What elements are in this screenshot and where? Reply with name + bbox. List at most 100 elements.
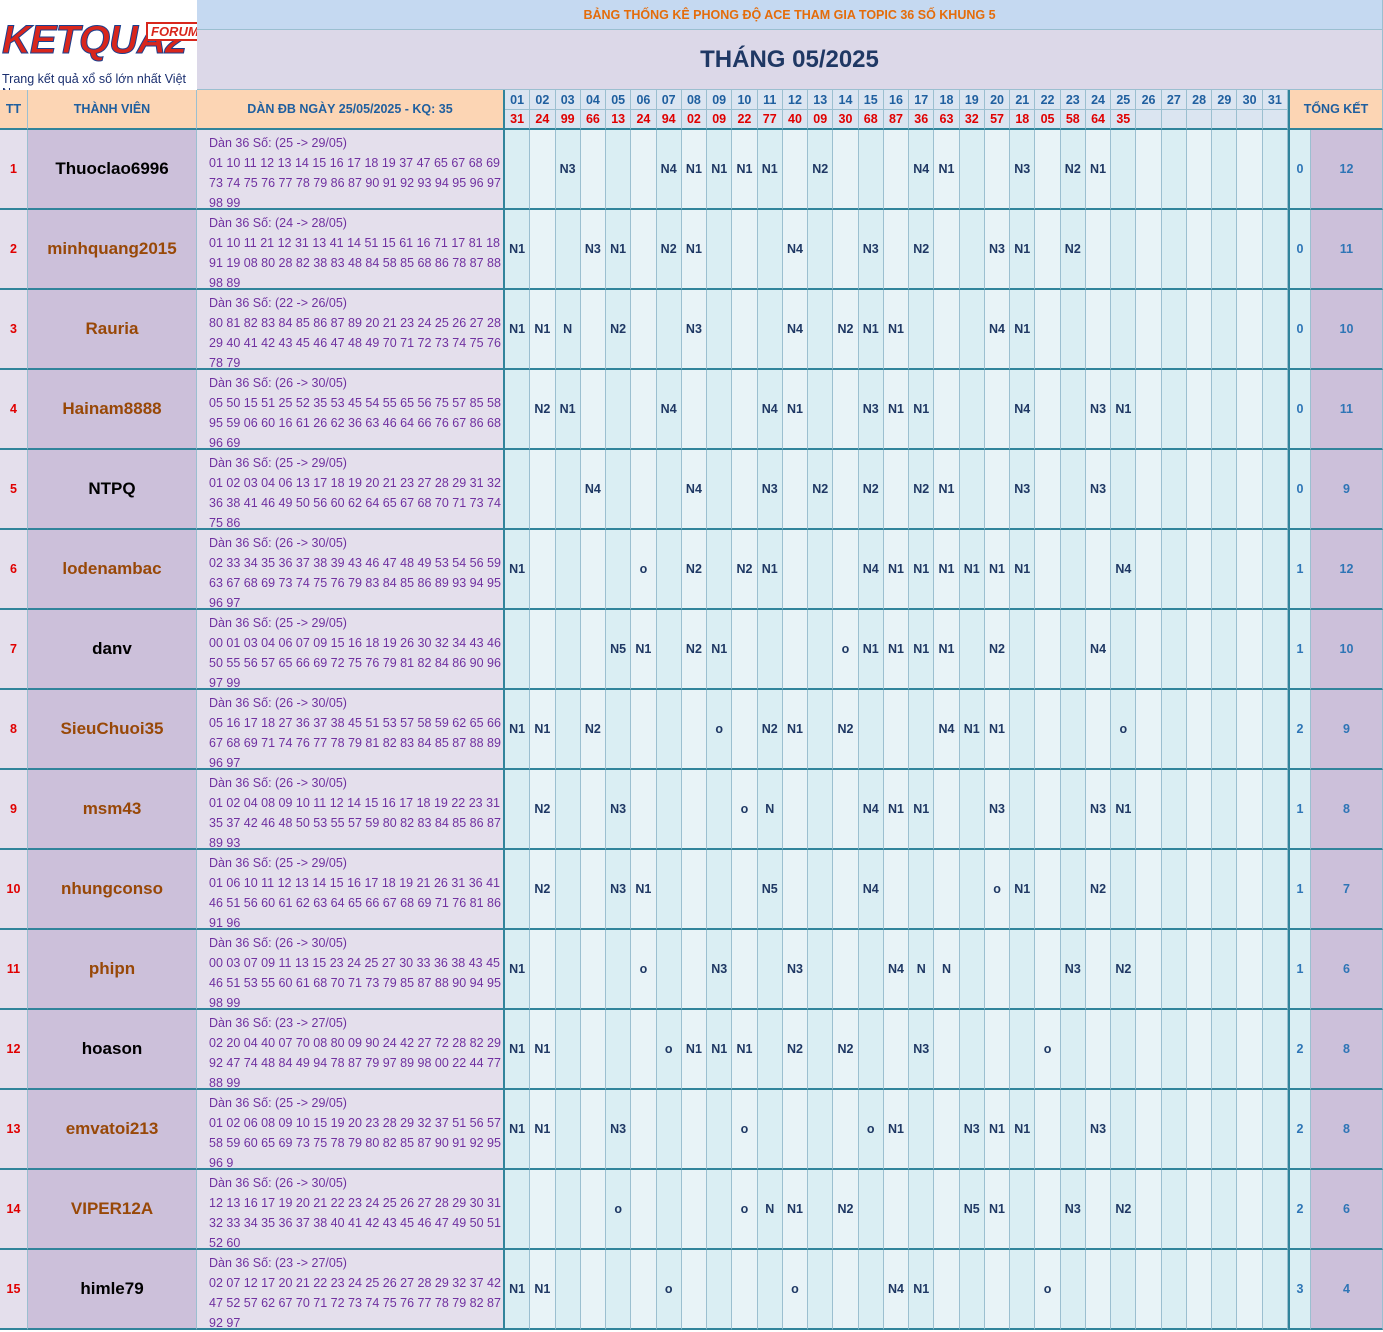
day-cell bbox=[934, 210, 960, 290]
day-cell bbox=[1085, 1170, 1112, 1250]
day-cell bbox=[808, 1090, 834, 1170]
day-cell bbox=[1085, 290, 1112, 370]
day-mark: N1 bbox=[606, 210, 632, 290]
day-mark: N4 bbox=[656, 130, 682, 210]
day-mark: N5 bbox=[757, 850, 783, 930]
day-cell bbox=[631, 370, 657, 450]
dan-line: 46 51 56 60 61 62 63 64 65 66 67 68 69 7… bbox=[209, 896, 501, 910]
day-cell bbox=[1262, 930, 1288, 1010]
day-cell bbox=[757, 930, 783, 1010]
day-cell bbox=[757, 1090, 783, 1170]
day-header: 29 bbox=[1212, 90, 1238, 110]
day-mark: N2 bbox=[833, 1010, 859, 1090]
day-cell bbox=[1136, 210, 1162, 290]
day-cell bbox=[1212, 1010, 1238, 1090]
day-cell bbox=[1136, 850, 1162, 930]
dan-box: Dàn 36 Số: (26 -> 30/05) 05 16 17 18 27 3… bbox=[197, 690, 505, 770]
dan-box: Dàn 36 Số: (23 -> 27/05) 02 07 12 17 20 2… bbox=[197, 1250, 505, 1330]
day-cell bbox=[1262, 850, 1288, 930]
day-mark: N1 bbox=[530, 690, 556, 770]
day-cell bbox=[707, 850, 733, 930]
day-cell bbox=[732, 690, 758, 770]
day-cell bbox=[656, 690, 682, 770]
day-cell bbox=[833, 450, 859, 530]
day-mark: N1 bbox=[505, 210, 531, 290]
day-mark: N1 bbox=[505, 690, 531, 770]
day-cell bbox=[1010, 690, 1036, 770]
day-mark: N bbox=[909, 930, 935, 1010]
day-cell bbox=[808, 370, 834, 450]
day-cell bbox=[530, 130, 556, 210]
day-header: 12 bbox=[782, 90, 809, 110]
day-mark: N1 bbox=[883, 610, 910, 690]
day-cell bbox=[1010, 1010, 1036, 1090]
day-cell bbox=[1212, 850, 1238, 930]
row-number: 3 bbox=[0, 290, 28, 370]
day-mark: N3 bbox=[1085, 770, 1112, 850]
day-cell bbox=[984, 1010, 1011, 1090]
day-cell bbox=[606, 1250, 632, 1330]
day-mark: N1 bbox=[707, 1010, 733, 1090]
day-cell bbox=[782, 850, 809, 930]
day-result: 66 bbox=[580, 110, 607, 130]
day-mark: N2 bbox=[681, 610, 708, 690]
day-mark: N1 bbox=[1010, 290, 1036, 370]
dan-line: Dàn 36 Số: (26 -> 30/05) bbox=[209, 696, 347, 710]
month-title: THÁNG 05/2025 bbox=[197, 30, 1383, 90]
dan-line: 50 55 56 57 65 66 69 72 75 76 79 81 82 8… bbox=[209, 656, 501, 670]
dan-line: 96 9 bbox=[209, 1156, 234, 1170]
total-a: 0 bbox=[1288, 130, 1311, 210]
dan-line: 89 93 bbox=[209, 836, 241, 850]
day-mark: N5 bbox=[959, 1170, 985, 1250]
day-cell bbox=[1161, 850, 1187, 930]
day-cell bbox=[580, 770, 607, 850]
day-result: 40 bbox=[782, 110, 809, 130]
day-cell bbox=[555, 690, 581, 770]
row-number: 10 bbox=[0, 850, 28, 930]
day-mark: N2 bbox=[580, 690, 607, 770]
day-cell bbox=[1060, 290, 1086, 370]
day-cell bbox=[631, 130, 657, 210]
day-cell bbox=[1237, 770, 1263, 850]
day-mark: N3 bbox=[1085, 1090, 1112, 1170]
dan-line: 67 68 69 71 74 76 77 78 79 81 82 83 84 8… bbox=[209, 736, 501, 750]
total-b: 10 bbox=[1311, 610, 1383, 690]
member-name: himle79 bbox=[28, 1250, 197, 1330]
day-cell bbox=[1136, 1010, 1162, 1090]
day-mark: N3 bbox=[681, 290, 708, 370]
total-b: 7 bbox=[1311, 850, 1383, 930]
day-cell bbox=[505, 130, 531, 210]
day-mark: o bbox=[984, 850, 1011, 930]
dan-line: 01 02 06 08 09 10 15 19 20 23 28 29 32 3… bbox=[209, 1116, 501, 1130]
day-cell bbox=[1060, 1010, 1086, 1090]
day-mark: N1 bbox=[909, 610, 935, 690]
total-a: 1 bbox=[1288, 530, 1311, 610]
row-number: 9 bbox=[0, 770, 28, 850]
day-cell bbox=[934, 1170, 960, 1250]
day-mark: N3 bbox=[555, 130, 581, 210]
day-cell bbox=[1262, 610, 1288, 690]
day-cell bbox=[959, 770, 985, 850]
day-cell bbox=[1085, 1250, 1112, 1330]
day-cell bbox=[808, 1010, 834, 1090]
day-mark: N3 bbox=[782, 930, 809, 1010]
day-cell bbox=[555, 1010, 581, 1090]
day-cell bbox=[1237, 130, 1263, 210]
row-number: 12 bbox=[0, 1010, 28, 1090]
day-cell bbox=[1237, 1010, 1263, 1090]
day-mark: N2 bbox=[1111, 1170, 1137, 1250]
day-cell bbox=[580, 850, 607, 930]
day-mark: N1 bbox=[530, 1010, 556, 1090]
dan-line: 78 79 bbox=[209, 356, 241, 370]
day-result: 05 bbox=[1035, 110, 1061, 130]
day-cell bbox=[580, 1090, 607, 1170]
day-header: 24 bbox=[1085, 90, 1112, 110]
day-mark: N1 bbox=[909, 530, 935, 610]
day-cell bbox=[1161, 290, 1187, 370]
day-cell bbox=[1035, 1170, 1061, 1250]
dan-line: Dàn 36 Số: (25 -> 29/05) bbox=[209, 1096, 347, 1110]
day-result: 57 bbox=[984, 110, 1011, 130]
day-cell bbox=[883, 690, 910, 770]
day-cell bbox=[1212, 610, 1238, 690]
dan-line: 92 47 74 48 84 49 94 78 87 79 97 89 98 0… bbox=[209, 1056, 501, 1070]
